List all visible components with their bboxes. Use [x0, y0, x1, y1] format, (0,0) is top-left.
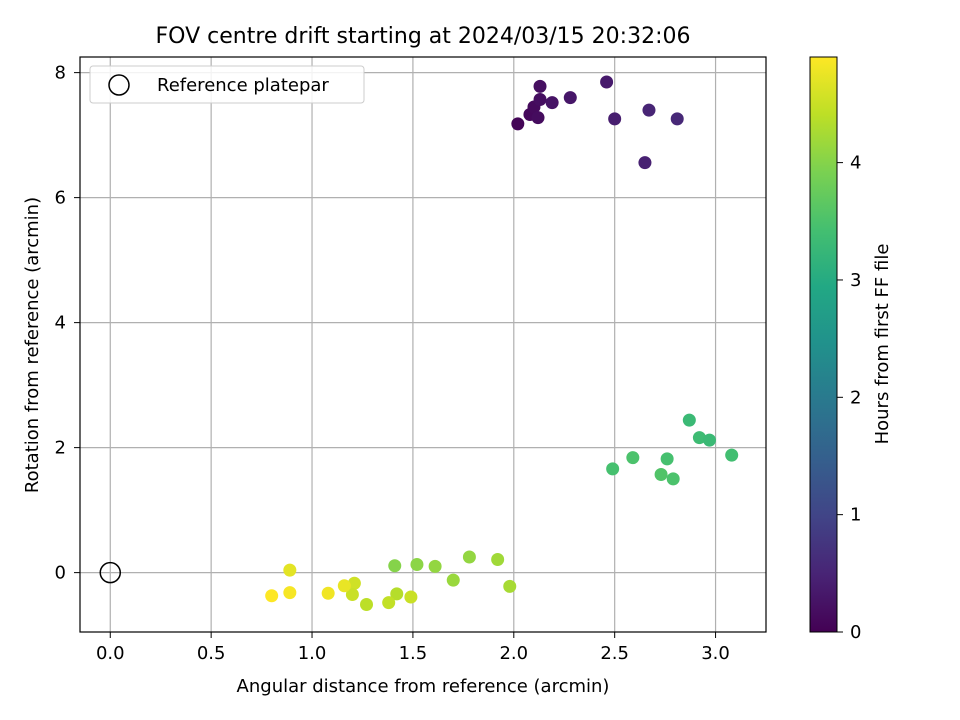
x-tick-label: 1.5	[399, 643, 428, 664]
data-points	[265, 75, 739, 611]
scatter-point	[410, 558, 424, 571]
x-tick-label: 1.0	[298, 643, 327, 664]
colorbar-tick-label: 0	[850, 622, 861, 643]
scatter-point	[503, 579, 517, 593]
y-tick-label: 8	[55, 63, 66, 84]
scatter-point	[642, 103, 656, 117]
scatter-point	[533, 93, 547, 106]
scatter-point	[692, 431, 706, 445]
legend-label-reference-platepar: Reference platepar	[157, 75, 329, 96]
scatter-point	[283, 586, 297, 600]
x-tick-label: 2.0	[499, 643, 528, 664]
x-axis-label: Angular distance from reference (arcmin)	[237, 676, 610, 697]
scatter-point	[533, 79, 547, 93]
scatter-point	[608, 112, 622, 126]
scatter-point	[606, 462, 620, 476]
x-tick-label: 2.5	[600, 643, 629, 664]
y-tick-label: 6	[55, 188, 66, 209]
scatter-point	[638, 156, 652, 170]
scatter-point	[600, 75, 614, 89]
scatter-point	[337, 579, 351, 593]
scatter-point	[265, 589, 279, 603]
scatter-point	[563, 91, 577, 105]
scatter-point	[531, 111, 545, 125]
scatter-point	[511, 117, 525, 131]
legend-box	[89, 65, 365, 104]
scatter-point	[703, 433, 717, 447]
scatter-point	[462, 550, 476, 564]
colorbar-gradient	[809, 56, 838, 633]
scatter-point	[390, 587, 404, 601]
scatter-point	[626, 451, 640, 465]
scatter-point	[345, 588, 359, 601]
scatter-point	[660, 452, 674, 466]
scatter-point	[382, 596, 396, 610]
x-tick-label: 3.0	[701, 643, 730, 664]
legend: Reference platepar	[89, 65, 365, 104]
scatter-point	[360, 598, 374, 611]
scatter-point	[404, 590, 418, 604]
scatter-point	[725, 448, 739, 462]
colorbar-label: Hours from first FF file	[872, 244, 893, 445]
colorbar-tick-label: 2	[850, 387, 861, 408]
scatter-point	[321, 586, 335, 600]
plot-frame	[79, 56, 767, 633]
scatter-point	[491, 553, 505, 566]
scatter-point	[347, 576, 361, 590]
grid	[80, 57, 766, 632]
scatter-point	[666, 472, 680, 486]
scatter-point	[670, 112, 684, 126]
scatter-point	[283, 563, 297, 577]
scatter-point	[446, 573, 460, 587]
chart-title: FOV centre drift starting at 2024/03/15 …	[156, 24, 691, 49]
colorbar-tick-label: 4	[850, 153, 861, 174]
y-axis-ticks: 0 2 4 6 8	[55, 63, 80, 584]
y-tick-label: 4	[55, 313, 66, 334]
reference-platepar-marker	[99, 561, 122, 584]
scatter-point	[388, 559, 402, 573]
y-tick-label: 2	[55, 438, 66, 459]
colorbar-ticks: 0 1 2 3 4	[837, 153, 861, 643]
y-axis-label: Rotation from reference (arcmin)	[22, 197, 43, 493]
y-tick-label: 0	[55, 563, 66, 584]
scatter-point	[545, 96, 559, 110]
scatter-point	[682, 413, 696, 427]
reference-marker	[99, 561, 122, 584]
legend-marker-open-circle	[108, 74, 130, 96]
colorbar: 0 1 2 3 4 Hours from first FF file	[809, 56, 893, 643]
x-axis-ticks: 0.0 0.5 1.0 1.5 2.0 2.5 3.0	[96, 632, 730, 664]
x-tick-label: 0.5	[197, 643, 226, 664]
scatter-point	[654, 468, 668, 481]
colorbar-tick-label: 3	[850, 270, 861, 291]
colorbar-tick-label: 1	[850, 505, 861, 526]
x-tick-label: 0.0	[96, 643, 125, 664]
scatter-point	[428, 559, 442, 573]
